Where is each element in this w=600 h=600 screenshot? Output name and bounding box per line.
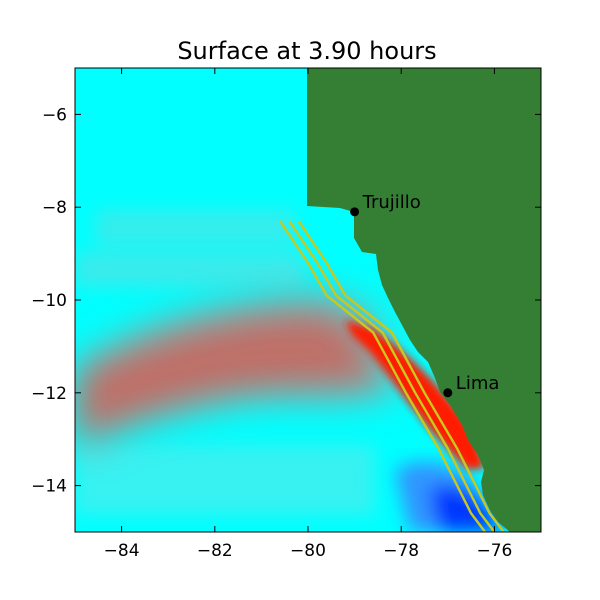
city-marker: [350, 207, 360, 217]
y-tick-label: −10: [31, 291, 67, 311]
y-tick-label: −8: [42, 198, 67, 218]
wave-plume: [75, 294, 400, 450]
x-tick-label: −78: [383, 541, 419, 561]
fault-lines: [279, 220, 505, 532]
fault-line: [279, 220, 487, 532]
wave-high-region: [345, 320, 485, 470]
fault-line: [288, 220, 496, 532]
ocean-texture: [75, 210, 375, 515]
y-tick-label: −6: [42, 105, 67, 125]
land-mass: [307, 68, 541, 532]
x-tick-label: −84: [104, 541, 140, 561]
y-tick-label: −12: [31, 384, 67, 404]
city-label: Lima: [456, 373, 500, 394]
fault-line: [297, 220, 505, 532]
x-tick-label: −82: [197, 541, 233, 561]
x-axis: −84 −82 −80 −78 −76: [104, 68, 512, 561]
x-tick-label: −76: [476, 541, 512, 561]
city-marker: [443, 388, 453, 398]
city-markers: Trujillo Lima: [350, 192, 500, 398]
chart-title: Surface at 3.90 hours: [177, 37, 436, 65]
x-tick-label: −80: [290, 541, 326, 561]
y-axis: −14 −12 −10 −8 −6: [31, 105, 541, 497]
city-label: Trujillo: [362, 192, 421, 213]
y-tick-label: −14: [31, 477, 67, 497]
plot-area: Trujillo Lima: [75, 68, 541, 532]
